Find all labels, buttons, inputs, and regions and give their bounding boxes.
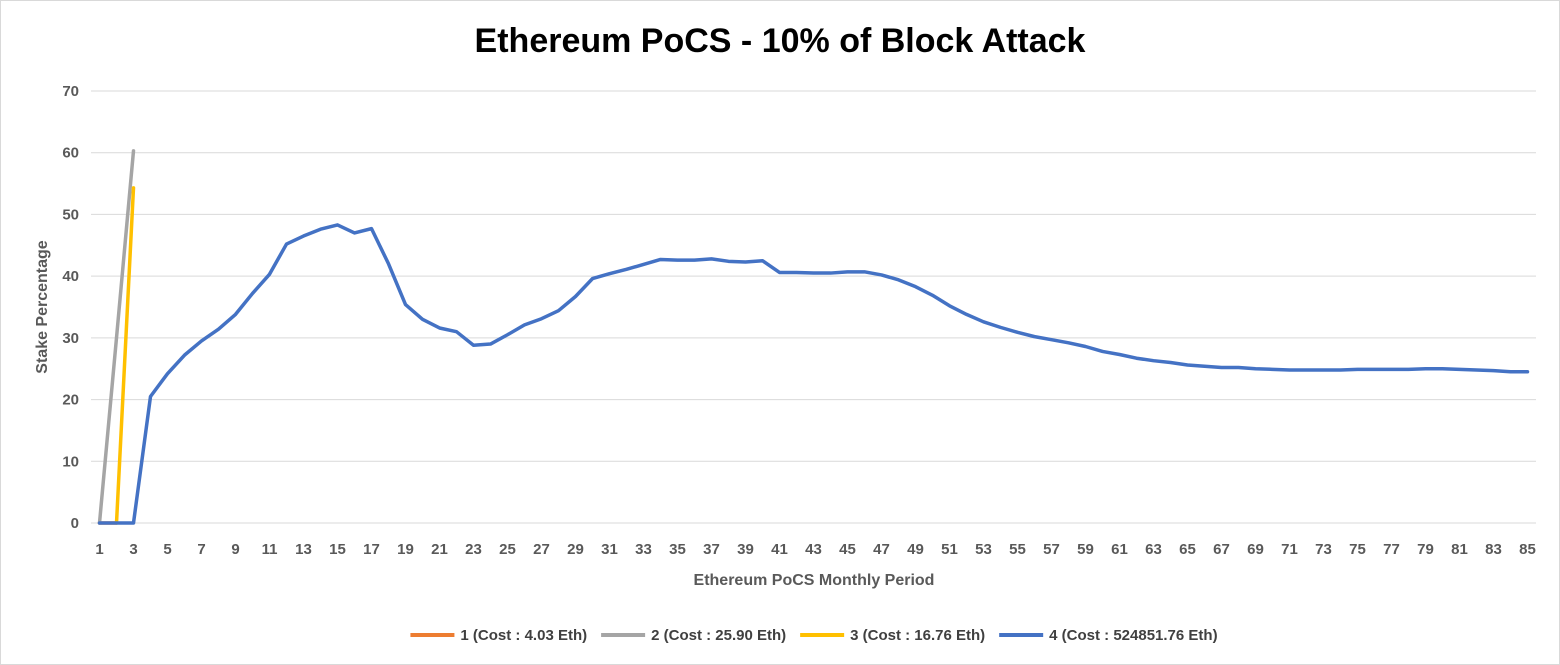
series-line-2 xyxy=(100,151,134,523)
x-tick-label: 19 xyxy=(397,541,414,558)
legend-label-1: 1 (Cost : 4.03 Eth) xyxy=(460,627,587,644)
y-tick-label: 0 xyxy=(71,515,79,532)
x-tick-label: 17 xyxy=(363,541,380,558)
x-tick-label: 5 xyxy=(163,541,171,558)
x-tick-label: 23 xyxy=(465,541,482,558)
x-tick-label: 65 xyxy=(1179,541,1196,558)
x-tick-label: 13 xyxy=(295,541,312,558)
x-tick-label: 81 xyxy=(1451,541,1468,558)
y-tick-label: 70 xyxy=(62,83,79,100)
x-tick-label: 3 xyxy=(129,541,137,558)
x-tick-label: 29 xyxy=(567,541,584,558)
legend: 1 (Cost : 4.03 Eth) 2 (Cost : 25.90 Eth) 3… xyxy=(410,627,1217,644)
x-tick-label: 71 xyxy=(1281,541,1298,558)
y-tick-label: 20 xyxy=(62,392,79,409)
x-tick-label: 63 xyxy=(1145,541,1162,558)
series-lines xyxy=(100,151,1528,523)
x-tick-label: 57 xyxy=(1043,541,1060,558)
x-tick-label: 73 xyxy=(1315,541,1332,558)
x-tick-label: 59 xyxy=(1077,541,1094,558)
x-tick-label: 85 xyxy=(1519,541,1536,558)
y-tick-label: 60 xyxy=(62,145,79,162)
x-tick-label: 21 xyxy=(431,541,448,558)
x-tick-label: 55 xyxy=(1009,541,1026,558)
legend-label-2: 2 (Cost : 25.90 Eth) xyxy=(651,627,786,644)
x-tick-label: 7 xyxy=(197,541,205,558)
x-tick-label: 35 xyxy=(669,541,686,558)
x-tick-label: 53 xyxy=(975,541,992,558)
x-tick-label: 33 xyxy=(635,541,652,558)
x-tick-label: 15 xyxy=(329,541,346,558)
x-tick-label: 51 xyxy=(941,541,958,558)
x-tick-label: 41 xyxy=(771,541,788,558)
x-tick-label: 31 xyxy=(601,541,618,558)
x-tick-label: 61 xyxy=(1111,541,1128,558)
x-tick-label: 77 xyxy=(1383,541,1400,558)
x-tick-label: 49 xyxy=(907,541,924,558)
x-tick-label: 83 xyxy=(1485,541,1502,558)
x-tick-label: 37 xyxy=(703,541,720,558)
y-tick-label: 50 xyxy=(62,206,79,223)
x-tick-label: 27 xyxy=(533,541,550,558)
series-line-4 xyxy=(100,225,1528,523)
x-tick-label: 67 xyxy=(1213,541,1230,558)
x-tick-label: 11 xyxy=(262,541,278,558)
x-tick-label: 1 xyxy=(95,541,103,558)
y-tick-label: 30 xyxy=(62,330,79,347)
y-tick-label: 10 xyxy=(62,453,79,470)
x-axis-ticks: 1 3 5 7 9 11 13 15 17 19 21 23 25 27 29 31 33 35 37 39 41 43 4… xyxy=(95,541,1536,558)
x-tick-label: 25 xyxy=(499,541,516,558)
x-tick-label: 69 xyxy=(1247,541,1264,558)
x-tick-label: 9 xyxy=(231,541,239,558)
x-tick-label: 79 xyxy=(1417,541,1434,558)
chart-title: Ethereum PoCS - 10% of Block Attack xyxy=(475,22,1086,60)
x-tick-label: 45 xyxy=(839,541,856,558)
x-tick-label: 75 xyxy=(1349,541,1366,558)
x-tick-label: 43 xyxy=(805,541,822,558)
gridlines xyxy=(91,91,1536,523)
x-tick-label: 39 xyxy=(737,541,754,558)
y-tick-label: 40 xyxy=(62,268,79,285)
y-axis-ticks: 0 10 20 30 40 50 60 70 xyxy=(62,83,79,532)
x-axis-label: Ethereum PoCS Monthly Period xyxy=(694,572,935,589)
legend-label-4: 4 (Cost : 524851.76 Eth) xyxy=(1049,627,1217,644)
x-tick-label: 47 xyxy=(873,541,890,558)
y-axis-label: Stake Percentage xyxy=(34,240,51,374)
legend-label-3: 3 (Cost : 16.76 Eth) xyxy=(850,627,985,644)
